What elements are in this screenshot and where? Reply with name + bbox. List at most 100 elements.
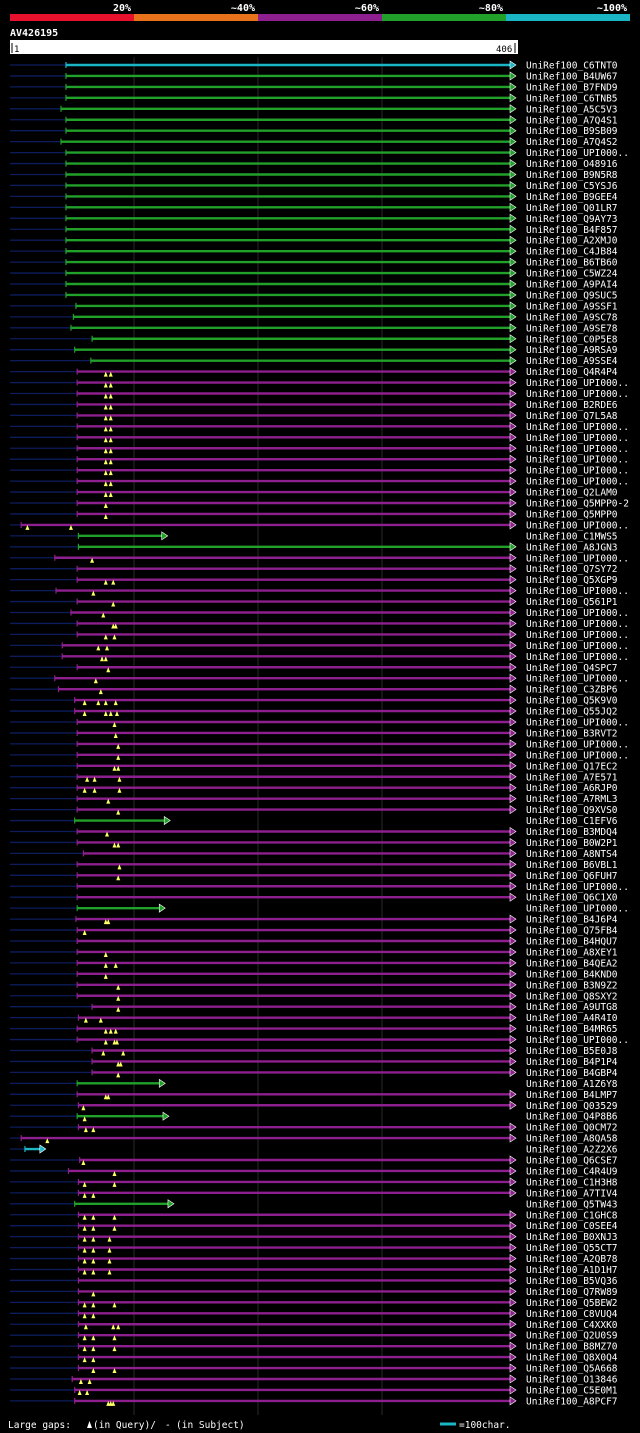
hit-label[interactable]: UniRef100_B2RDE6 (526, 400, 618, 411)
hit-label[interactable]: UniRef100_C6TNB5 (526, 93, 618, 104)
hit-label[interactable]: UniRef100_Q6CSE7 (526, 1156, 618, 1167)
hit-label[interactable]: UniRef100_C5WZ24 (526, 269, 618, 280)
hit-label[interactable]: UniRef100_UPI000.. (526, 641, 629, 652)
hit-label[interactable]: UniRef100_A2QB78 (526, 1254, 618, 1265)
hit-label[interactable]: UniRef100_Q8SXY2 (526, 991, 618, 1002)
hit-label[interactable]: UniRef100_Q4SPC7 (526, 663, 618, 674)
hit-label[interactable]: UniRef100_A8PCF7 (526, 1396, 618, 1407)
hit-label[interactable]: UniRef100_A9SC78 (526, 312, 618, 323)
hit-label[interactable]: UniRef100_A9UTG8 (526, 1002, 618, 1013)
hit-label[interactable]: UniRef100_B3MDQ4 (526, 827, 618, 838)
hit-label[interactable]: UniRef100_B4LMP7 (526, 1090, 618, 1101)
hit-label[interactable]: UniRef100_B3N9Z2 (526, 980, 618, 991)
hit-label[interactable]: UniRef100_UPI000.. (526, 422, 629, 433)
hit-label[interactable]: UniRef100_UPI000.. (526, 674, 629, 685)
hit-label[interactable]: UniRef100_B4KND0 (526, 969, 618, 980)
hit-label[interactable]: UniRef100_UPI000.. (526, 455, 629, 466)
hit-label[interactable]: UniRef100_Q5BEW2 (526, 1298, 618, 1309)
hit-label[interactable]: UniRef100_C1EFV6 (526, 816, 618, 827)
hit-label[interactable]: UniRef100_Q2LAM0 (526, 488, 618, 499)
hit-label[interactable]: UniRef100_A9SE78 (526, 323, 618, 334)
hit-label[interactable]: UniRef100_A9SSF1 (526, 301, 618, 312)
hit-label[interactable]: UniRef100_Q7SY72 (526, 564, 618, 575)
hit-label[interactable]: UniRef100_A1D1H7 (526, 1265, 618, 1276)
hit-label[interactable]: UniRef100_B4F857 (526, 225, 618, 236)
hit-label[interactable]: UniRef100_C5YSJ6 (526, 181, 618, 192)
hit-label[interactable]: UniRef100_Q5K9V0 (526, 696, 618, 707)
hit-label[interactable]: UniRef100_C1H3H8 (526, 1177, 618, 1188)
hit-label[interactable]: UniRef100_A4R4I0 (526, 1013, 618, 1024)
hit-label[interactable]: UniRef100_B7FND9 (526, 82, 618, 93)
hit-label[interactable]: UniRef100_B4MR65 (526, 1024, 618, 1035)
hit-label[interactable]: UniRef100_Q561P1 (526, 597, 618, 608)
hit-label[interactable]: UniRef100_B6TB60 (526, 258, 618, 269)
hit-label[interactable]: UniRef100_Q9XVS0 (526, 805, 618, 816)
hit-label[interactable]: UniRef100_B4GBP4 (526, 1068, 618, 1079)
hit-label[interactable]: UniRef100_A7TIV4 (526, 1188, 618, 1199)
hit-label[interactable]: UniRef100_UPI000.. (526, 1035, 629, 1046)
hit-label[interactable]: UniRef100_B4UW67 (526, 71, 618, 82)
hit-label[interactable]: UniRef100_UPI000.. (526, 148, 629, 159)
hit-label[interactable]: UniRef100_UPI000.. (526, 553, 629, 564)
hit-label[interactable]: UniRef100_Q7RW89 (526, 1287, 618, 1298)
hit-label[interactable]: UniRef100_A9SSE4 (526, 356, 618, 367)
hit-label[interactable]: UniRef100_C6TNT0 (526, 61, 618, 72)
hit-label[interactable]: UniRef100_B8MZ70 (526, 1342, 618, 1353)
hit-label[interactable]: UniRef100_O48916 (526, 159, 618, 170)
hit-label[interactable]: UniRef100_Q5TW43 (526, 1199, 618, 1210)
hit-label[interactable]: UniRef100_Q01LR7 (526, 203, 618, 214)
hit-label[interactable]: UniRef100_UPI000.. (526, 882, 629, 893)
hit-label[interactable]: UniRef100_A5C5V3 (526, 104, 618, 115)
hit-label[interactable]: UniRef100_A2Z2X6 (526, 1145, 618, 1156)
hit-label[interactable]: UniRef100_C4XXK0 (526, 1320, 618, 1331)
hit-label[interactable]: UniRef100_B5VQ36 (526, 1276, 618, 1287)
hit-label[interactable]: UniRef100_Q2U0S9 (526, 1331, 618, 1342)
hit-label[interactable]: UniRef100_Q75FB4 (526, 926, 618, 937)
hit-label[interactable]: UniRef100_A8JGN3 (526, 542, 618, 553)
hit-label[interactable]: UniRef100_Q9AY73 (526, 214, 618, 225)
hit-label[interactable]: UniRef100_B9N5R8 (526, 170, 618, 181)
hit-label[interactable]: UniRef100_B4J6P4 (526, 915, 618, 926)
hit-label[interactable]: UniRef100_UPI000.. (526, 904, 629, 915)
hit-label[interactable]: UniRef100_C4JB84 (526, 247, 618, 258)
hit-label[interactable]: UniRef100_B5E0J8 (526, 1046, 618, 1057)
hit-label[interactable]: UniRef100_UPI000.. (526, 619, 629, 630)
hit-label[interactable]: UniRef100_A8XEY1 (526, 947, 618, 958)
hit-label[interactable]: UniRef100_C4R4U9 (526, 1166, 618, 1177)
hit-label[interactable]: UniRef100_UPI000.. (526, 739, 629, 750)
hit-label[interactable]: UniRef100_B6VBL1 (526, 860, 618, 871)
hit-label[interactable]: UniRef100_UPI000.. (526, 389, 629, 400)
hit-label[interactable]: UniRef100_B4HQU7 (526, 937, 618, 948)
hit-label[interactable]: UniRef100_Q17EC2 (526, 761, 618, 772)
hit-label[interactable]: UniRef100_A7RML3 (526, 794, 618, 805)
hit-label[interactable]: UniRef100_A8NTS4 (526, 849, 618, 860)
hit-label[interactable]: UniRef100_Q5MPP0-2 (526, 499, 629, 510)
hit-label[interactable]: UniRef100_A2XMJ0 (526, 236, 618, 247)
hit-label[interactable]: UniRef100_A9PAI4 (526, 280, 618, 291)
hit-label[interactable]: UniRef100_Q5MPP0 (526, 509, 618, 520)
hit-label[interactable]: UniRef100_UPI000.. (526, 630, 629, 641)
hit-label[interactable]: UniRef100_B9SB09 (526, 126, 618, 137)
hit-label[interactable]: UniRef100_C0SEE4 (526, 1221, 618, 1232)
hit-label[interactable]: UniRef100_C5E0M1 (526, 1385, 618, 1396)
hit-label[interactable]: UniRef100_B4P1P4 (526, 1057, 618, 1068)
hit-label[interactable]: UniRef100_A9RSA9 (526, 345, 618, 356)
hit-label[interactable]: UniRef100_A1Z6Y8 (526, 1079, 618, 1090)
hit-label[interactable]: UniRef100_UPI000.. (526, 718, 629, 729)
hit-label[interactable]: UniRef100_UPI000.. (526, 652, 629, 663)
hit-label[interactable]: UniRef100_Q55CT7 (526, 1243, 618, 1254)
hit-label[interactable]: UniRef100_A7Q4S2 (526, 137, 618, 148)
hit-label[interactable]: UniRef100_C0P5E8 (526, 334, 618, 345)
hit-label[interactable]: UniRef100_Q6C1X0 (526, 893, 618, 904)
hit-label[interactable]: UniRef100_UPI000.. (526, 466, 629, 477)
hit-label[interactable]: UniRef100_UPI000.. (526, 378, 629, 389)
hit-label[interactable]: UniRef100_UPI000.. (526, 608, 629, 619)
hit-label[interactable]: UniRef100_O13846 (526, 1375, 618, 1386)
hit-label[interactable]: UniRef100_B9GEE4 (526, 192, 618, 203)
hit-label[interactable]: UniRef100_B0XNJ3 (526, 1232, 618, 1243)
hit-label[interactable]: UniRef100_Q55JQ2 (526, 707, 618, 718)
hit-label[interactable]: UniRef100_Q8X0Q4 (526, 1353, 618, 1364)
hit-label[interactable]: UniRef100_A7Q4S1 (526, 115, 618, 126)
hit-label[interactable]: UniRef100_Q4R4P4 (526, 367, 618, 378)
hit-label[interactable]: UniRef100_B0W2P1 (526, 838, 618, 849)
